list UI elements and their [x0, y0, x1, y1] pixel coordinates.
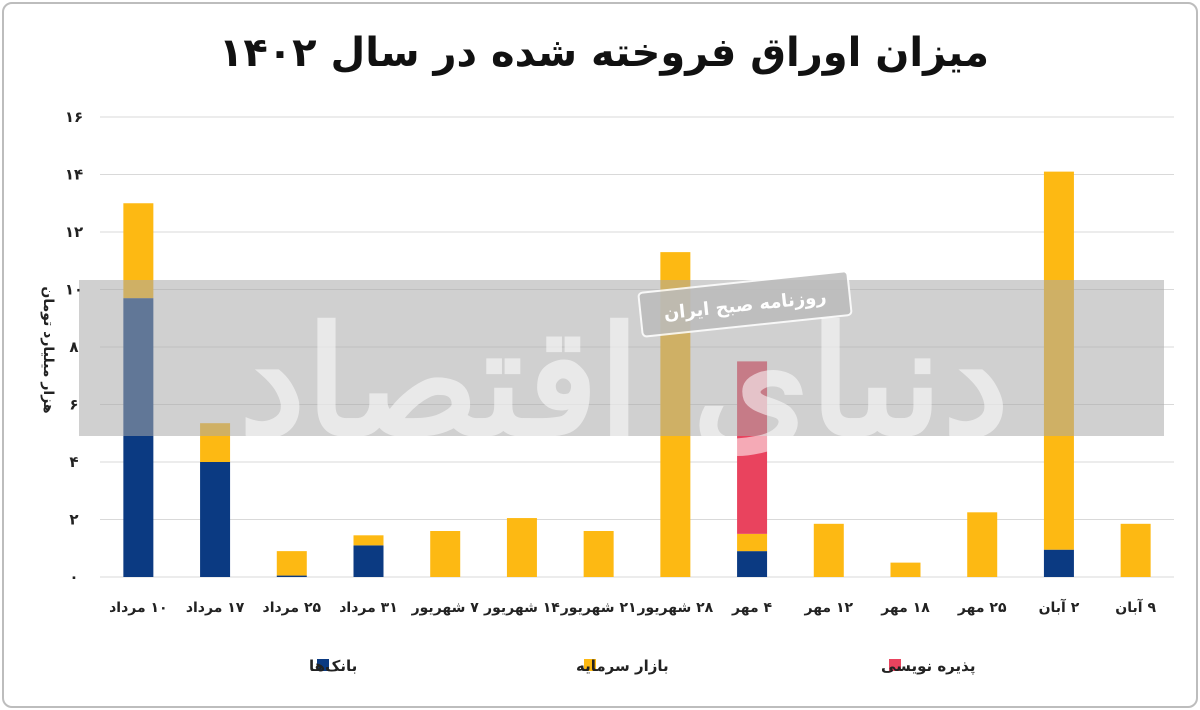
- x-category-label: ۹ آبان: [1115, 598, 1156, 616]
- x-category-label: ۱۴ شهریور: [483, 600, 560, 616]
- y-axis-ticks: ۰ ۲ ۴ ۶ ۸ ۱۰ ۱۲ ۱۴ ۱۶: [65, 108, 83, 586]
- x-category-label: ۲۸ شهریور: [636, 600, 713, 616]
- bar-segment-series-1: [890, 562, 921, 577]
- watermark-stamp: روزنامه صبح ایران: [637, 270, 853, 338]
- x-category-label: ۲۱ شهریور: [560, 600, 637, 616]
- x-category-label: ۳۱ مرداد: [339, 600, 398, 616]
- legend-label: بانک‌ها: [309, 657, 357, 675]
- y-tick-label: ۱۲: [65, 223, 83, 241]
- x-category-label: ۱۷ مرداد: [186, 600, 245, 616]
- bar-segment-series-0: [353, 545, 384, 577]
- bar-segment-series-0: [276, 575, 307, 577]
- bar-segment-series-1: [737, 533, 768, 552]
- bar-segment-series-1: [353, 535, 384, 546]
- y-tick-label: ۰: [69, 568, 78, 586]
- watermark-band: [79, 280, 1164, 436]
- legend: بانک‌ها بازار سرمایه پذیره نویسی: [309, 657, 975, 676]
- y-tick-label: ۸: [69, 338, 78, 356]
- legend-swatch: [889, 659, 901, 671]
- legend-label: پذیره نویسی: [881, 657, 975, 676]
- legend-swatch: [317, 659, 329, 671]
- bar-segment-series-1: [506, 518, 537, 577]
- bar-segment-series-0: [200, 462, 231, 577]
- watermark-logo-text: دنیای اقتصاد: [239, 294, 1009, 470]
- watermark: دنیای اقتصاد روزنامه صبح ایران: [79, 270, 1164, 470]
- x-category-label: ۱۸ مهر: [880, 600, 930, 616]
- x-category-label: ۲ آبان: [1039, 598, 1080, 616]
- bar-segment-series-0: [737, 551, 768, 577]
- bar-segment-series-1: [967, 512, 998, 577]
- x-category-label: ۱۲ مهر: [803, 600, 853, 616]
- x-category-label: ۲۵ مرداد: [263, 600, 322, 616]
- y-tick-label: ۴: [69, 453, 78, 471]
- x-category-label: ۷ شهریور: [411, 600, 480, 616]
- watermark-stamp-box: [637, 270, 853, 338]
- x-category-label: ۲۵ مهر: [957, 600, 1007, 616]
- y-axis-label: هزار میلیارد تومان: [40, 286, 56, 413]
- chart-title: میزان اوراق فروخته شده در سال ۱۴۰۲: [219, 30, 989, 76]
- bar-segment-series-1: [583, 531, 614, 577]
- y-tick-label: ۱۶: [65, 108, 83, 126]
- bar-segment-series-1: [276, 551, 307, 576]
- legend-label: بازار سرمایه: [576, 657, 669, 675]
- x-category-label: ۱۰ مرداد: [109, 600, 168, 616]
- chart-canvas: ۰ ۲ ۴ ۶ ۸ ۱۰ ۱۲ ۱۴ ۱۶ دنیای اقتصاد روزنامه صبح ا…: [40, 30, 1174, 676]
- y-tick-label: ۲: [69, 511, 78, 529]
- y-tick-label: ۱۰: [65, 281, 83, 299]
- legend-swatch: [584, 659, 596, 671]
- y-tick-label: ۱۴: [65, 166, 83, 184]
- bar-segment-series-1: [1120, 523, 1151, 577]
- x-category-label: ۴ مهر: [731, 600, 773, 616]
- x-axis-categories: ۱۰ مرداد ۱۷ مرداد ۲۵ مرداد ۳۱ مرداد ۷ شهریور…: [109, 598, 1156, 616]
- y-tick-label: ۶: [69, 396, 78, 414]
- bar-segment-series-1: [813, 523, 844, 577]
- bar-segment-series-0: [1043, 549, 1074, 577]
- bar-segment-series-1: [430, 531, 461, 577]
